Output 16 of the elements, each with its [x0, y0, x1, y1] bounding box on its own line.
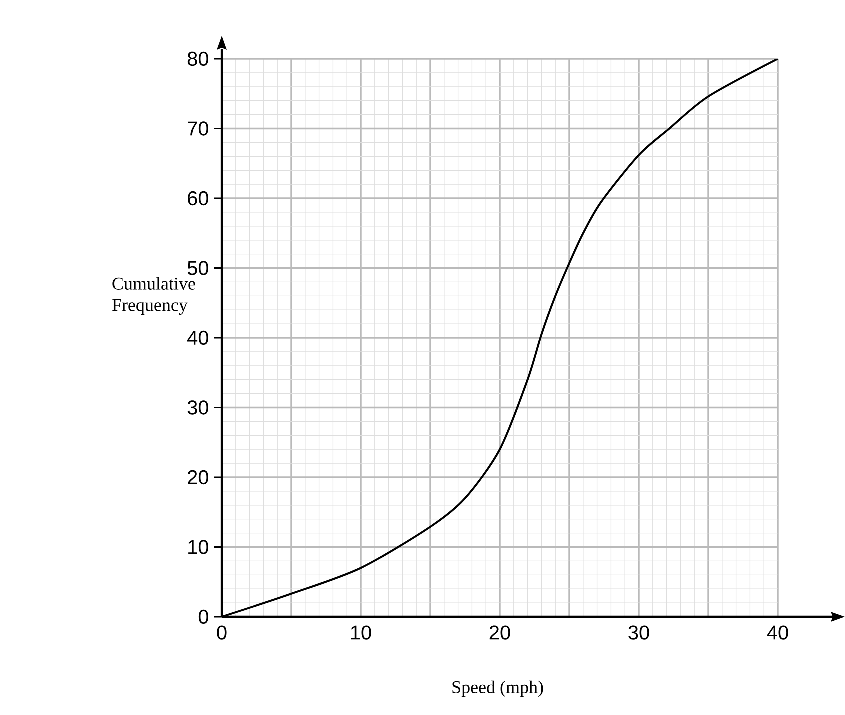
y-tick-label: 20 — [188, 470, 208, 485]
x-tick-label: 0 — [217, 626, 227, 640]
y-tick-label: 60 — [188, 191, 208, 206]
x-tick-label: 40 — [767, 626, 788, 640]
y-tick-label: 80 — [188, 52, 208, 66]
y-tick-label: 10 — [188, 540, 208, 554]
x-tick-label: 10 — [351, 626, 372, 640]
y-axis-title: Cumulative Frequency — [112, 277, 196, 316]
y-tick-label: 50 — [188, 261, 208, 276]
x-axis-title: Speed (mph) — [452, 680, 544, 698]
x-tick-label: 20 — [490, 626, 510, 640]
y-tick-label: 40 — [188, 330, 208, 346]
y-tick-label: 0 — [198, 610, 208, 624]
y-tick-label: 30 — [188, 400, 208, 415]
y-tick-label: 70 — [188, 122, 208, 136]
x-tick-label: 30 — [628, 626, 650, 640]
